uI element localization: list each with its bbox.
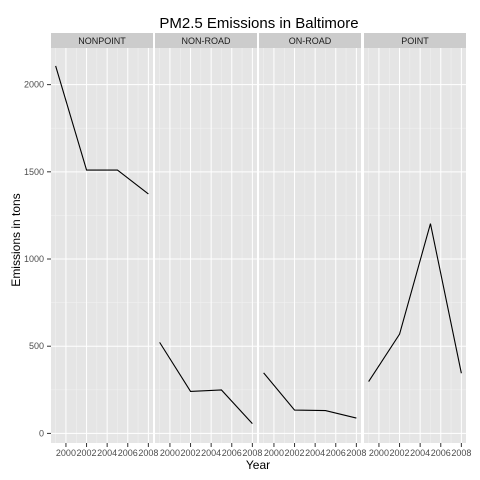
x-tick-label: 2004 xyxy=(201,448,221,458)
facet-strip xyxy=(155,33,257,48)
series-line-on-road xyxy=(263,372,357,419)
x-tick-label: 2000 xyxy=(264,448,284,458)
x-tick-label: 2004 xyxy=(410,448,430,458)
facet-panel-point: POINT 2000 2002 2004 2006 2008 xyxy=(364,33,471,458)
y-tick-label: 1500 xyxy=(24,167,44,177)
x-tick-label: 2008 xyxy=(242,448,262,458)
y-tick-label: 1000 xyxy=(24,254,44,264)
facet-panel-nonpoint: NONPOINT 2000 2002 2004 2006 2008 xyxy=(51,33,158,458)
series-line-non-road xyxy=(159,342,253,425)
facet-panel-non-road: NON-ROAD 2000 2002 2004 2006 2008 xyxy=(155,33,262,458)
x-tick-label: 2004 xyxy=(97,448,117,458)
y-tick-label: 2000 xyxy=(24,80,44,90)
x-tick-label: 2006 xyxy=(431,448,451,458)
panel-background xyxy=(155,48,257,443)
facet-strip xyxy=(51,33,153,48)
x-tick-label: 2008 xyxy=(451,448,471,458)
facet-strip-label: POINT xyxy=(401,36,429,46)
series-line-nonpoint xyxy=(55,65,149,195)
x-tick-label: 2004 xyxy=(305,448,325,458)
x-tick-label: 2002 xyxy=(77,448,97,458)
y-tick-label: 500 xyxy=(29,341,44,351)
x-tick-label: 2000 xyxy=(56,448,76,458)
x-axis-title: Year xyxy=(246,458,270,472)
x-tick-label: 2008 xyxy=(138,448,158,458)
facet-strip-label: NONPOINT xyxy=(78,36,126,46)
x-tick-label: 2002 xyxy=(390,448,410,458)
facet-strip xyxy=(259,33,361,48)
x-tick-label: 2006 xyxy=(326,448,346,458)
x-tick-label: 2006 xyxy=(222,448,242,458)
chart-title: PM2.5 Emissions in Baltimore xyxy=(159,15,358,32)
x-tick-label: 2002 xyxy=(285,448,305,458)
x-tick-label: 2008 xyxy=(346,448,366,458)
panel-background xyxy=(259,48,361,443)
series-line-point xyxy=(368,223,462,382)
facet-strip-label: NON-ROAD xyxy=(182,36,231,46)
x-tick-label: 2000 xyxy=(160,448,180,458)
panel-background xyxy=(364,48,466,443)
y-tick-label: 0 xyxy=(39,428,44,438)
x-tick-label: 2006 xyxy=(118,448,138,458)
facet-panel-on-road: ON-ROAD 2000 2002 2004 2006 2008 xyxy=(259,33,366,458)
panel-background xyxy=(51,48,153,443)
x-tick-label: 2000 xyxy=(369,448,389,458)
y-axis-title: Emissions in tons xyxy=(9,193,23,286)
facet-strip-label: ON-ROAD xyxy=(289,36,332,46)
x-tick-label: 2002 xyxy=(181,448,201,458)
facet-strip xyxy=(364,33,466,48)
y-axis: 0 500 1000 1500 2000 xyxy=(24,80,51,438)
